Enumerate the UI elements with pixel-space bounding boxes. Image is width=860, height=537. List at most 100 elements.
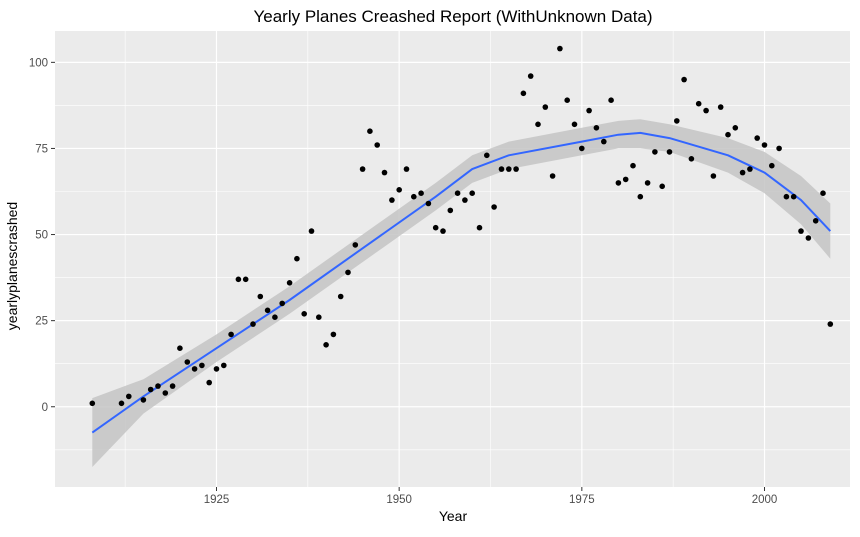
data-point (674, 118, 680, 124)
data-point (418, 190, 424, 196)
data-point (454, 190, 461, 196)
data-point (264, 307, 271, 314)
data-point (725, 131, 731, 138)
data-point (630, 162, 636, 169)
data-point (498, 166, 505, 172)
data-point (739, 169, 746, 176)
data-point (608, 97, 614, 103)
data-point (286, 280, 293, 286)
data-point (345, 269, 351, 276)
data-point (615, 180, 622, 186)
data-point (199, 362, 205, 369)
data-point (790, 193, 797, 200)
data-point (169, 383, 176, 389)
data-point (666, 149, 673, 155)
data-point (747, 166, 753, 172)
data-point (330, 331, 337, 338)
data-point (89, 400, 96, 407)
y-tick-label: 0 (42, 402, 48, 414)
data-point (447, 207, 454, 214)
data-point (462, 197, 468, 203)
data-point (557, 45, 563, 52)
data-point (812, 218, 819, 224)
data-point (272, 314, 278, 321)
x-axis: 1925 1950 1975 2000 (204, 487, 777, 506)
y-tick-label: 75 (35, 143, 48, 155)
data-point (476, 224, 483, 231)
data-point (250, 321, 256, 327)
data-point (695, 100, 702, 107)
data-point (681, 76, 687, 83)
y-axis-title: yearlyplanescrashed (4, 202, 20, 330)
data-point (374, 142, 381, 148)
data-point (228, 331, 234, 338)
major-gridlines (55, 31, 850, 487)
data-point (396, 187, 403, 193)
data-point (776, 145, 782, 152)
data-point (491, 204, 497, 210)
data-point (389, 197, 395, 203)
y-tick-label: 50 (35, 230, 48, 242)
data-point (213, 366, 220, 372)
data-point (301, 311, 308, 317)
data-point (703, 107, 709, 114)
data-point (221, 362, 227, 369)
data-point (469, 190, 476, 196)
data-point (710, 173, 717, 179)
data-point (805, 235, 812, 241)
data-point (637, 193, 644, 200)
plot-panel (55, 31, 850, 487)
data-point (820, 190, 826, 196)
data-point (659, 183, 665, 190)
data-point (571, 121, 578, 128)
data-points (89, 45, 834, 407)
data-point (769, 162, 775, 169)
data-point (359, 166, 366, 172)
data-point (242, 276, 249, 283)
data-point (688, 156, 695, 162)
data-point (542, 104, 549, 110)
data-point (403, 166, 410, 172)
x-tick-label: 1950 (386, 494, 412, 506)
data-point (279, 300, 286, 307)
data-point (140, 397, 147, 403)
x-axis-title: Year (439, 508, 468, 524)
data-point (337, 293, 344, 300)
data-point (644, 180, 651, 186)
data-point (352, 242, 359, 248)
data-point (308, 228, 315, 234)
data-point (513, 166, 519, 172)
data-point (411, 193, 417, 200)
data-point (177, 345, 183, 352)
x-tick-label: 1975 (569, 494, 595, 506)
data-point (783, 193, 790, 200)
data-point (440, 228, 446, 234)
data-point (235, 276, 242, 283)
data-point (257, 293, 264, 300)
data-point (564, 97, 570, 103)
data-point (381, 169, 388, 176)
data-point (425, 200, 432, 207)
y-tick-label: 100 (29, 57, 48, 69)
data-point (147, 386, 154, 393)
data-point (622, 176, 629, 183)
data-point (527, 73, 534, 79)
data-point (827, 321, 834, 327)
data-point (717, 104, 724, 110)
data-point (118, 400, 125, 407)
data-point (520, 90, 527, 97)
data-point (432, 224, 439, 231)
data-point (535, 121, 541, 128)
data-point (126, 393, 132, 400)
data-point (294, 255, 300, 262)
x-tick-label: 1925 (204, 494, 230, 506)
data-point (754, 135, 760, 141)
data-point (579, 145, 585, 152)
data-point (732, 125, 739, 131)
data-point (316, 314, 322, 321)
data-point (191, 366, 198, 372)
y-tick-label: 25 (35, 316, 48, 328)
y-axis: 0 25 50 75 100 (29, 57, 55, 414)
